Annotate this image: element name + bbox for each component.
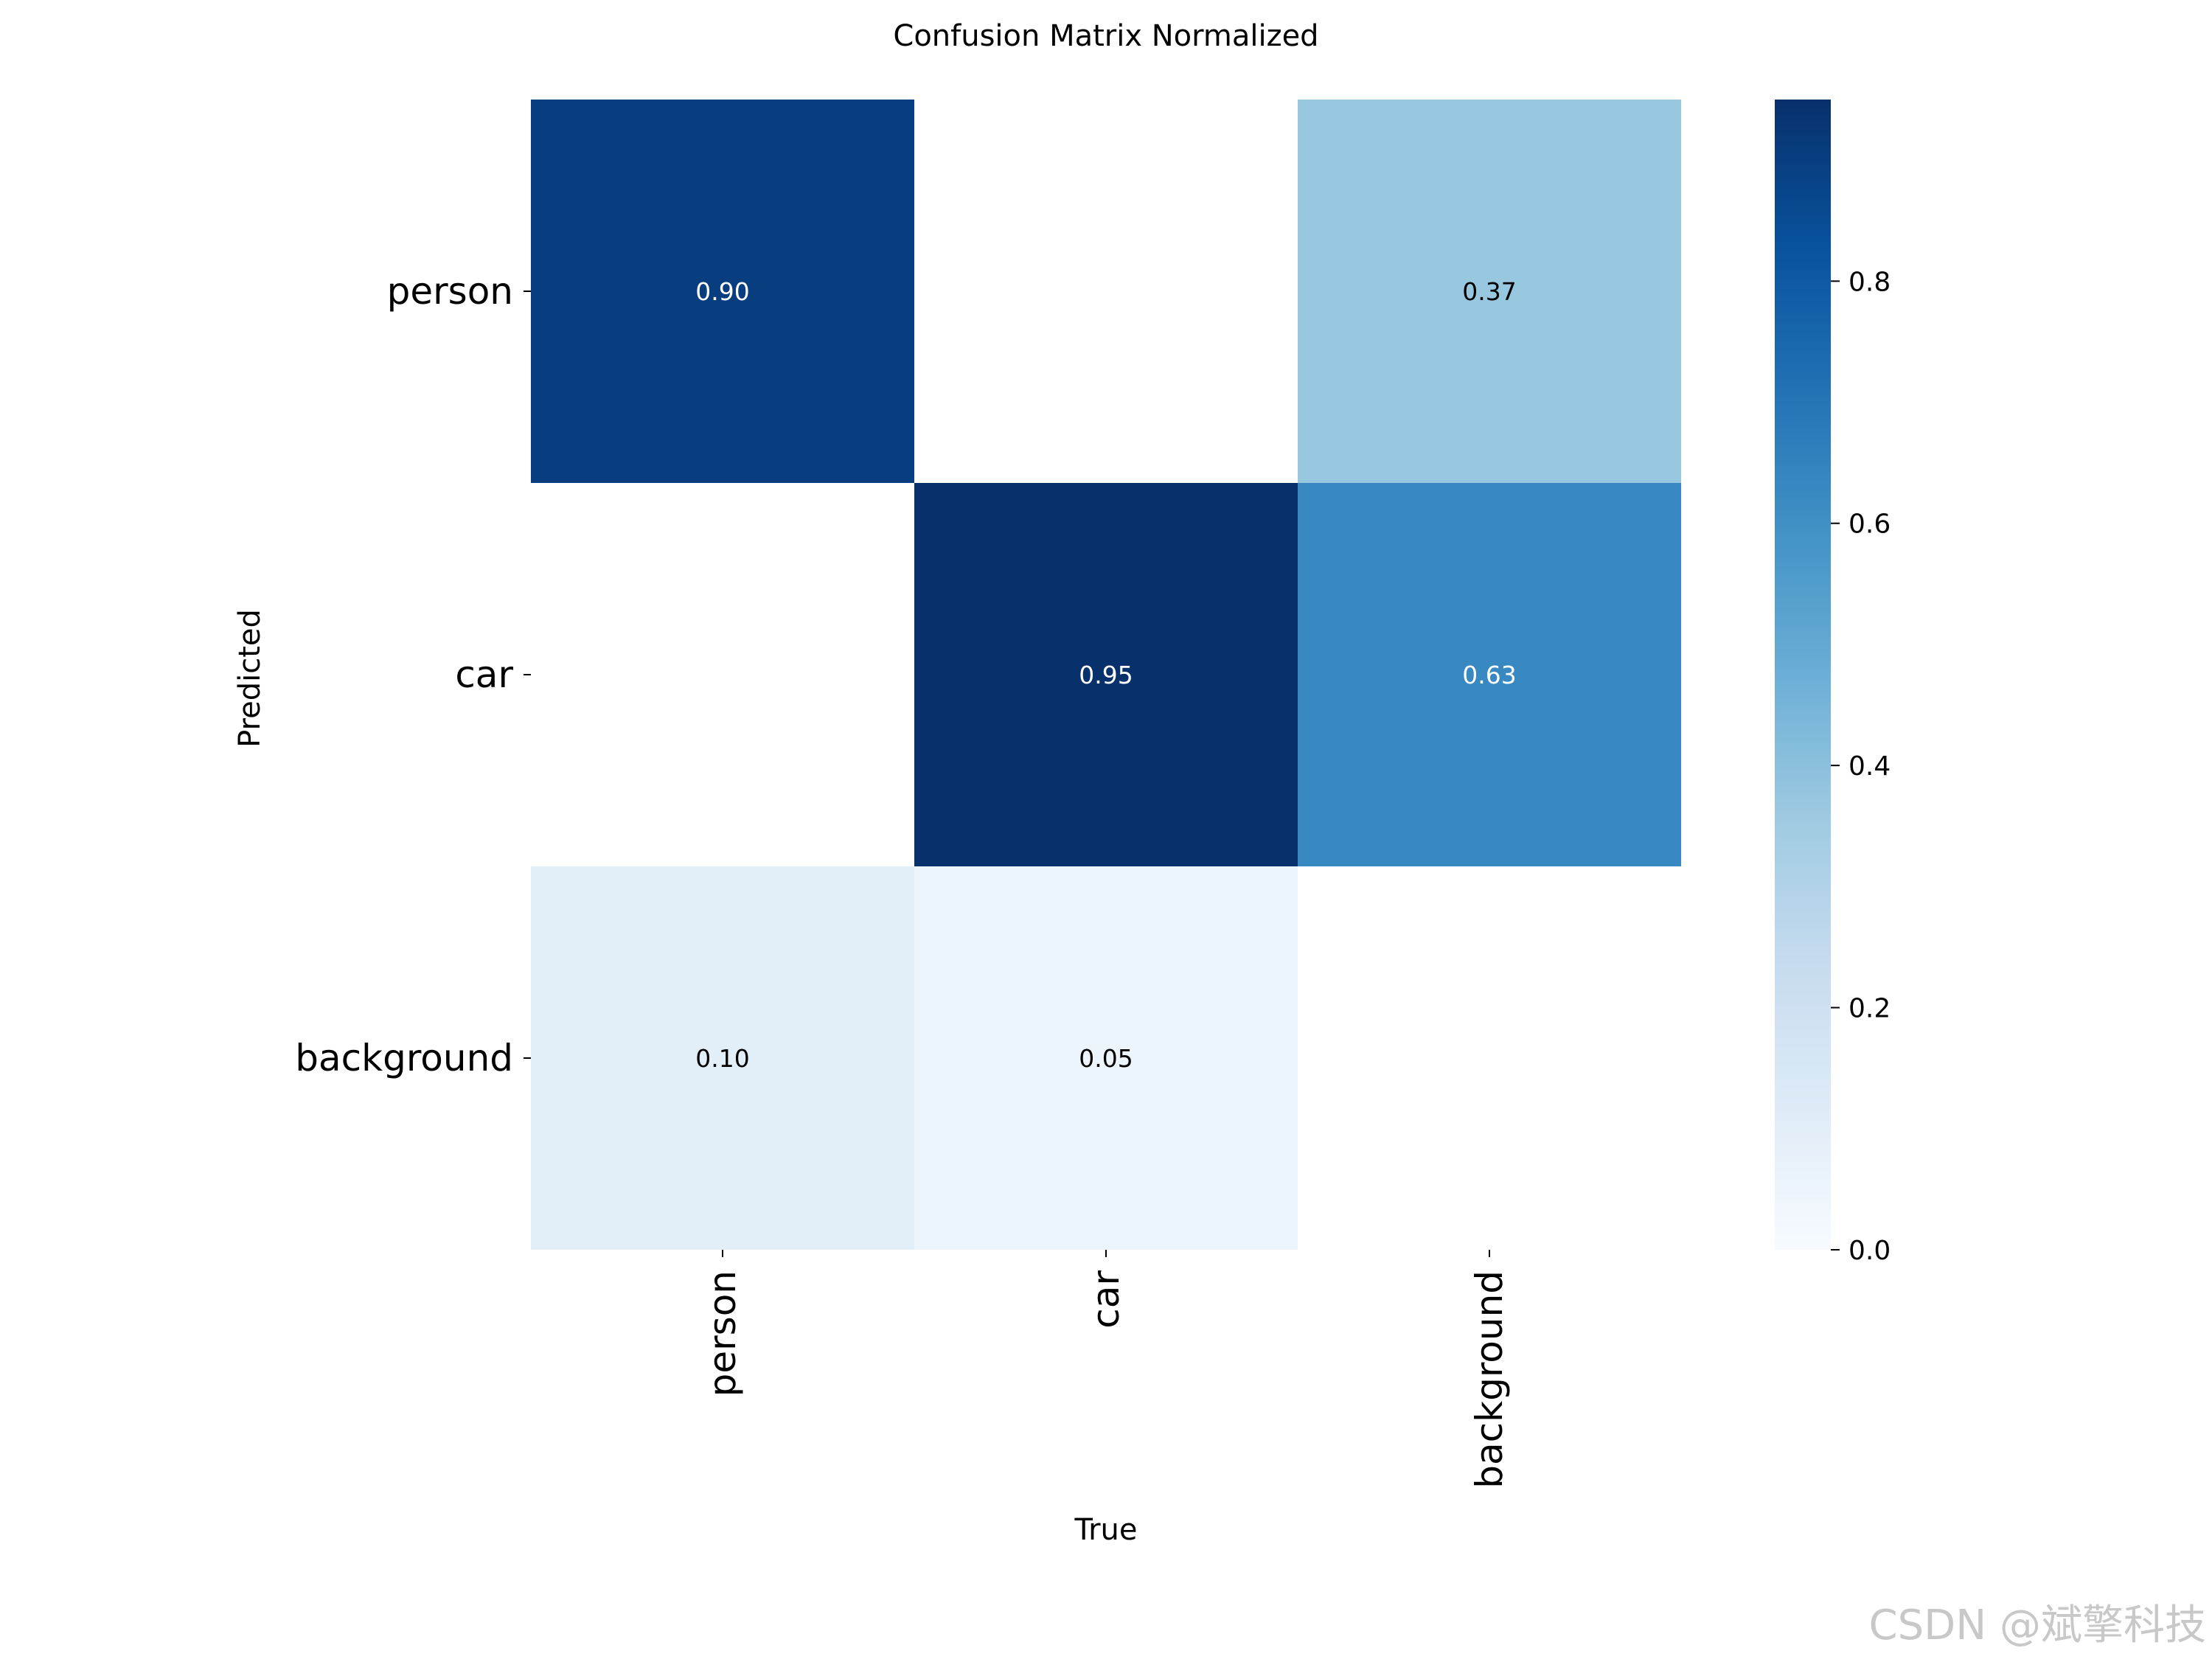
y-tick-label: person xyxy=(387,270,513,313)
heatmap-cell-person-person xyxy=(531,100,914,483)
x-tick-label: car xyxy=(1085,1270,1127,1329)
watermark: CSDN @斌擎科技 xyxy=(1868,1601,2206,1649)
colorbar-bar xyxy=(1775,100,1831,1250)
x-tick-label: person xyxy=(701,1270,744,1397)
colorbar-tick-label: 0.4 xyxy=(1848,751,1891,782)
cell-value-label: 0.63 xyxy=(1462,661,1516,689)
heatmap-cell-car-car xyxy=(914,483,1298,866)
y-tick-label: car xyxy=(455,653,513,696)
y-axis: person car background xyxy=(295,270,531,1079)
heatmap-cell-background-person xyxy=(531,866,914,1250)
y-tick-label: background xyxy=(295,1037,513,1079)
colorbar-tick-label: 0.0 xyxy=(1848,1236,1891,1266)
heatmap-cells xyxy=(531,100,1681,1250)
cell-value-label: 0.10 xyxy=(695,1044,749,1073)
x-axis: person car background xyxy=(701,1250,1511,1489)
cell-value-label: 0.05 xyxy=(1079,1044,1133,1073)
cell-value-label: 0.37 xyxy=(1462,277,1516,306)
heatmap-cell-labels: 0.90 0.37 0.95 0.63 0.10 0.05 xyxy=(695,277,1516,1073)
chart-title: Confusion Matrix Normalized xyxy=(893,19,1318,53)
colorbar: 0.0 0.2 0.4 0.6 0.8 xyxy=(1775,100,1891,1266)
x-axis-label: True xyxy=(1074,1513,1138,1547)
colorbar-tick-label: 0.8 xyxy=(1848,267,1891,297)
y-axis-label: Predicted xyxy=(233,609,267,748)
x-tick-label: background xyxy=(1468,1270,1511,1489)
cell-value-label: 0.90 xyxy=(695,277,749,306)
heatmap-cell-background-car xyxy=(914,866,1298,1250)
colorbar-tick-label: 0.2 xyxy=(1848,994,1891,1024)
colorbar-tick-label: 0.6 xyxy=(1848,509,1891,540)
cell-value-label: 0.95 xyxy=(1079,661,1133,689)
heatmap-cell-person-background xyxy=(1298,100,1681,483)
heatmap-cell-car-background xyxy=(1298,483,1681,866)
